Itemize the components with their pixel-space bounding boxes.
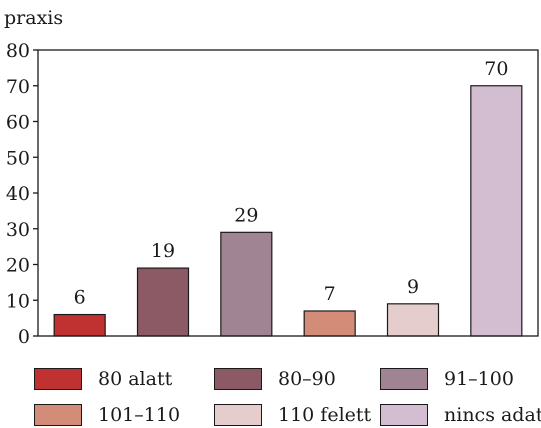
bar-value-label: 9 [407, 276, 419, 298]
legend-item: nincs adat [380, 402, 541, 428]
bar [386, 303, 440, 337]
legend-swatch [380, 368, 428, 390]
legend-item: 91–100 [380, 366, 514, 392]
bar-value-label: 7 [324, 283, 336, 305]
y-tick-label: 50 [6, 147, 30, 169]
y-tick-label: 0 [18, 326, 30, 348]
bar-value-label: 29 [234, 204, 258, 226]
legend-item: 101–110 [34, 402, 180, 428]
bar-chart: praxis 0 10 20 30 40 50 60 70 80 6 19 29 7 9 70 [4, 7, 539, 348]
legend-item: 110 felett [214, 402, 371, 428]
bars [53, 85, 523, 337]
legend-label: 80 alatt [98, 368, 173, 390]
y-tick-label: 70 [6, 76, 30, 98]
bar [303, 310, 356, 337]
y-tick-label: 30 [6, 219, 30, 241]
legend-label: 110 felett [278, 404, 372, 426]
legend-swatch [214, 404, 262, 426]
y-tick-label: 20 [6, 255, 30, 277]
y-tick-label: 40 [6, 183, 30, 205]
legend-label: 101–110 [98, 404, 181, 426]
legend-label: nincs adat [444, 404, 541, 426]
bar-value-label: 19 [151, 240, 175, 262]
legend-swatch [214, 368, 262, 390]
legend-label: 80–90 [278, 368, 336, 390]
legend-swatch [34, 404, 82, 426]
bar-value-label: 70 [484, 58, 508, 80]
y-axis-label: praxis [4, 7, 63, 29]
bar-value-label: 6 [74, 287, 86, 309]
legend-label: 91–100 [444, 368, 514, 390]
legend-swatch [34, 368, 82, 390]
bar [136, 267, 190, 337]
legend-item: 80–90 [214, 366, 336, 392]
y-tick-label: 80 [6, 40, 30, 62]
legend-item: 80 alatt [34, 366, 172, 392]
bar [470, 85, 523, 337]
y-tick-label: 60 [6, 112, 30, 134]
plot-frame [37, 49, 539, 337]
legend-swatch [380, 404, 428, 426]
bar [53, 313, 106, 337]
bar [220, 231, 273, 337]
y-tick-label: 10 [6, 290, 30, 312]
value-labels: 6 19 29 7 9 70 [74, 58, 509, 309]
y-axis-ticks: 0 10 20 30 40 50 60 70 80 [6, 40, 38, 348]
